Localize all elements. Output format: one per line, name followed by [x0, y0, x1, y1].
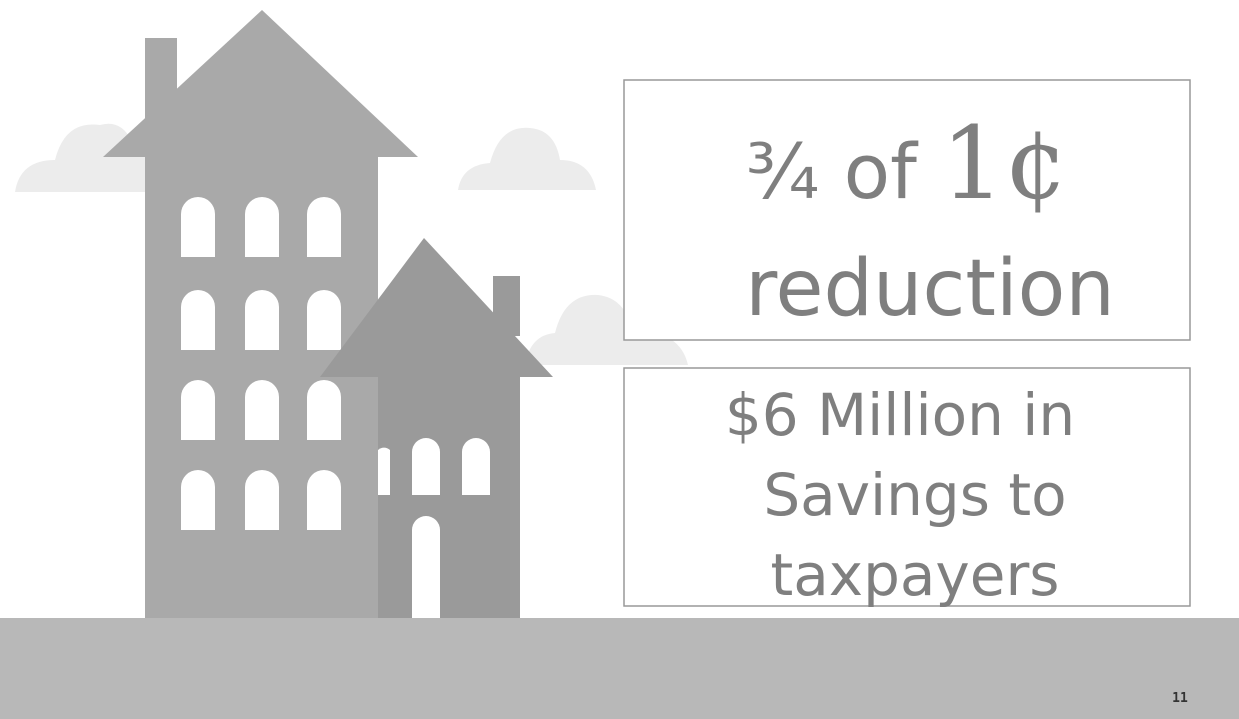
- savings-line: taxpayers: [770, 541, 1059, 609]
- clouds: [15, 123, 688, 365]
- page-number: 11: [1172, 691, 1188, 706]
- tall-building: [103, 10, 418, 618]
- amount: 1¢: [941, 105, 1068, 222]
- fraction-text: ¾ of: [746, 127, 919, 216]
- savings-box: [623, 367, 1191, 607]
- headline-line-2: reduction: [745, 244, 1115, 334]
- savings-line: Savings to: [763, 461, 1066, 529]
- headline-box: [623, 79, 1191, 341]
- ground: [0, 618, 1239, 719]
- small-building: [320, 238, 553, 618]
- headline-line-1: ¾ of 1¢: [746, 105, 1069, 222]
- savings-line: $6 Million in: [725, 381, 1075, 449]
